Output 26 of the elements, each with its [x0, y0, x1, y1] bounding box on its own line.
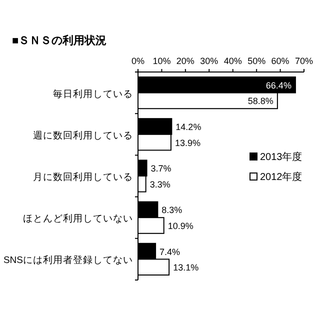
data-label: 58.8% — [248, 96, 274, 106]
data-label: 7.4% — [160, 246, 180, 257]
legend-label: 2012年度 — [260, 171, 302, 183]
y-tick-label: SNSには利用者登録してない — [3, 254, 133, 266]
y-tick-label: 毎日利用している — [53, 88, 133, 100]
x-tick-label: 40% — [224, 56, 242, 66]
y-tick-label: ほとんど利用していない — [23, 212, 133, 225]
data-label: 66.4% — [266, 80, 292, 90]
y-tick-label: 月に数回利用している — [33, 171, 133, 183]
data-label: 14.2% — [176, 122, 202, 132]
x-tick-label: 20% — [176, 56, 194, 66]
chart-title: ■ＳＮＳの利用状況 — [12, 34, 107, 47]
data-label: 3.3% — [150, 179, 170, 190]
y-tick-label: 週に数回利用している — [33, 129, 133, 142]
data-label: 8.3% — [162, 205, 182, 216]
x-tick-label: 60% — [271, 56, 290, 66]
x-tick-label: 30% — [200, 56, 218, 66]
x-tick-label: 0% — [131, 56, 145, 66]
data-label: 10.9% — [168, 221, 194, 232]
data-label: 13.1% — [173, 262, 199, 273]
legend-label: 2013年度 — [260, 151, 302, 163]
x-tick-label: 70% — [294, 56, 314, 66]
x-tick-label: 50% — [248, 56, 266, 66]
x-tick-label: 10% — [152, 56, 171, 66]
data-label: 13.9% — [174, 138, 200, 148]
data-label: 3.7% — [150, 164, 172, 174]
